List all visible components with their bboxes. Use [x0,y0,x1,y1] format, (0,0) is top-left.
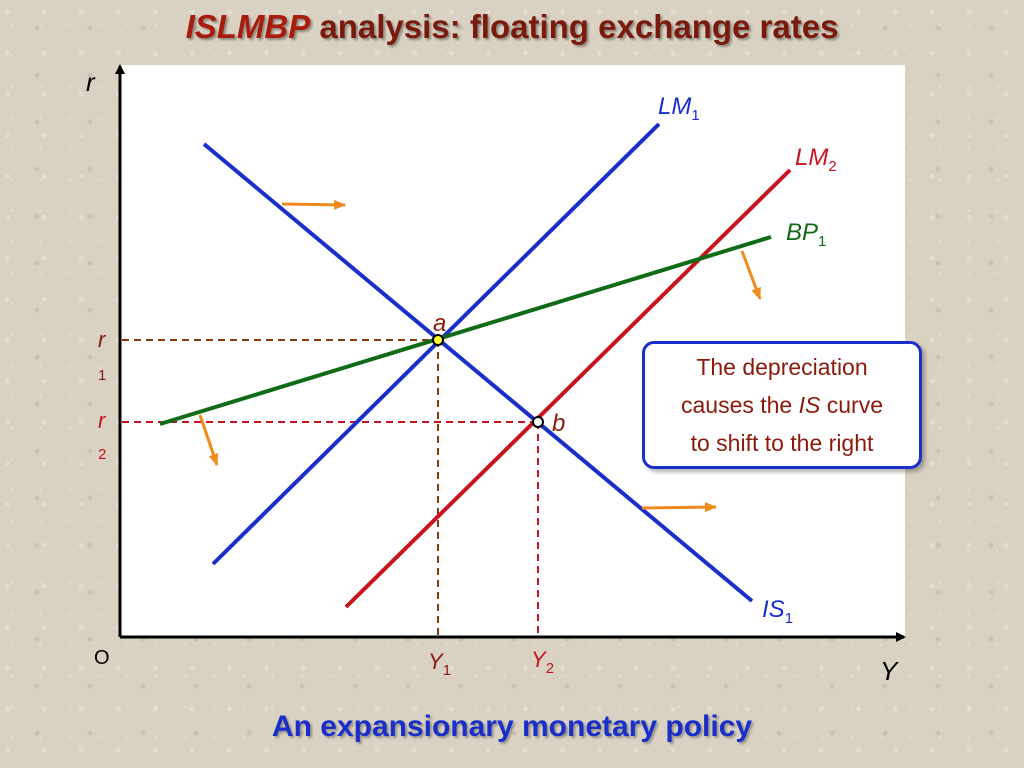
is1-label: IS1 [762,596,793,627]
y2-tick: Y2 [531,647,554,677]
callout-line-3: to shift to the right [690,430,874,456]
callout-text: The depreciation causes the IS curve to … [681,348,883,462]
r2-tick-sub: 2 [98,446,106,463]
bp-shift-arrow-1 [740,250,762,300]
point-b-label: b [552,410,565,437]
callout-line-2-ital: IS [798,392,821,418]
callout-line-2-pre: causes the [680,392,799,418]
point-a-marker [432,334,444,346]
r2-tick-main: r [98,408,107,433]
r1-tick-sub: 1 [98,367,106,384]
shift-arrow-2 [641,502,717,513]
is1-curve [202,142,754,603]
depreciation-callout: The depreciation causes the IS curve to … [642,341,922,469]
y1-tick: Y1 [428,649,451,679]
slide-caption: An expansionary monetary policy [271,710,753,743]
bp1-label: BP1 [786,219,826,250]
callout-line-2-post: curve [820,392,883,418]
lm2-label: LM2 [795,144,837,175]
x-axis-label: Y [880,656,899,686]
callout-line-1: The depreciation [696,354,868,380]
point-b-marker [532,416,544,428]
shift-arrow-1 [281,199,346,210]
bp1-curve [159,235,772,426]
r1-tick-main: r [98,327,107,352]
title-italic-part: ISLMBP [185,8,311,45]
y-axis-label: r [86,67,96,97]
lm1-label: LM1 [658,93,700,124]
point-a-label: a [433,310,446,337]
slide-title: ISLMBP analysis: floating exchange rates [0,8,1024,46]
bp-shift-arrow-2 [198,414,219,466]
lm2-curve [344,168,792,609]
title-rest: analysis: floating exchange rates [310,8,839,45]
origin-label: O [94,647,110,669]
